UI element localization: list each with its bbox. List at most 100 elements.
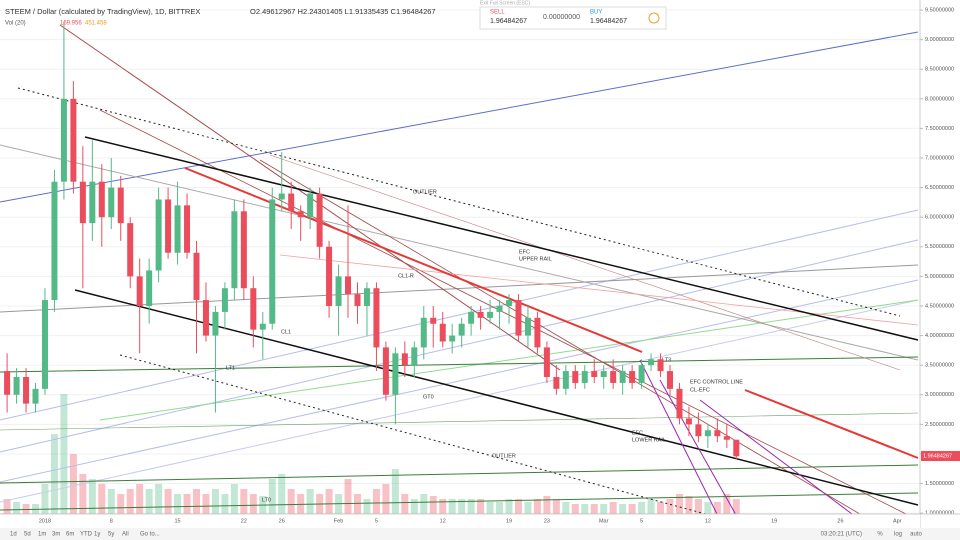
volume-bar [155, 484, 163, 514]
grid [0, 9, 920, 514]
y-tick-label: 8.00000000 [925, 96, 954, 102]
range-button[interactable]: YTD [80, 532, 93, 538]
candle-body [212, 311, 219, 336]
candle-body [354, 294, 361, 306]
candle-body [202, 300, 209, 336]
candle-body [98, 181, 105, 218]
annotation: EFC [632, 430, 643, 436]
candle-body [307, 193, 314, 218]
y-tick-label: 9.50000000 [925, 8, 954, 14]
volume-bar [174, 494, 182, 514]
range-button[interactable]: 1m [38, 532, 46, 538]
volume-bar [486, 502, 494, 514]
scale-option[interactable]: % [877, 532, 883, 538]
x-tick-label: Mar [599, 518, 609, 524]
range-button[interactable]: 6m [66, 532, 74, 538]
y-tick-label: 5.50000000 [925, 244, 954, 250]
candle-body [524, 317, 531, 336]
volume-readout: 451.458 [85, 21, 107, 27]
trend-line [0, 299, 919, 503]
volume-bar [41, 484, 49, 514]
volume-bar [410, 499, 418, 514]
candle-body [411, 347, 418, 366]
candle-body [458, 323, 465, 336]
trend-line [259, 159, 871, 521]
candle-body [572, 371, 579, 383]
volume-bar [306, 489, 314, 514]
volume-bar [628, 504, 636, 514]
candle-body [496, 305, 503, 312]
candle-body [193, 252, 200, 301]
horizontal-line [0, 464, 919, 484]
scale-option[interactable]: log [894, 532, 902, 538]
hint: Exit Full Screen (ESC) [480, 0, 530, 6]
y-tick-label: 2.50000000 [925, 422, 954, 428]
goto-button[interactable]: Go to... [140, 532, 160, 538]
range-button[interactable]: 1d [10, 532, 17, 538]
y-tick-label: 7.50000000 [925, 126, 954, 132]
candle-body [288, 193, 295, 212]
x-tick-label: 5 [640, 518, 643, 524]
range-button[interactable]: 5d [24, 532, 31, 538]
volume-bar [533, 499, 541, 514]
range-button[interactable]: All [122, 532, 129, 538]
candle-body [316, 193, 323, 247]
trend-line [0, 264, 919, 313]
candle-body [449, 335, 456, 342]
y-tick-label: 5.00000000 [925, 274, 954, 280]
price-axis [920, 0, 960, 528]
time-axis [0, 514, 920, 528]
scale-option[interactable]: auto [910, 532, 922, 538]
buy-price[interactable]: 1.96484267 [590, 18, 627, 25]
volume-bar [126, 489, 134, 514]
range-button[interactable]: 3m [52, 532, 60, 538]
trend-line [0, 239, 919, 453]
y-tick-label: 6.50000000 [925, 185, 954, 191]
control-line [744, 389, 919, 459]
candle-body [591, 371, 598, 377]
annotation: EFC CONTROL LINE [690, 379, 743, 385]
annotation: UPPER RAIL [519, 256, 552, 262]
candle-body [704, 430, 711, 437]
volume-bar [107, 489, 115, 514]
candle-body [515, 300, 522, 336]
candle-body [60, 98, 67, 182]
range-button[interactable]: 5y [108, 532, 114, 538]
candle-body [155, 199, 162, 271]
trend-line [699, 399, 861, 521]
buy-label[interactable]: BUY [590, 10, 602, 16]
volume-bar [145, 489, 153, 514]
volume-bar [514, 499, 522, 514]
sell-label[interactable]: SELL [490, 10, 505, 16]
trend-line [269, 154, 901, 371]
x-tick-label: 23 [544, 518, 550, 524]
volume-bar [88, 479, 96, 514]
candle-body [51, 181, 58, 301]
volume-bar [524, 502, 532, 514]
info-icon[interactable] [648, 12, 660, 24]
candle-body [41, 300, 48, 389]
volume-bar [202, 494, 210, 514]
volume-bar [694, 499, 702, 514]
volume-bar [704, 502, 712, 514]
toolbar [0, 528, 960, 540]
candle-body [32, 388, 39, 404]
volume-bar [69, 454, 77, 514]
candle-body [562, 371, 569, 389]
volume-label: Vol (20) [5, 21, 26, 27]
volume-bar [600, 504, 608, 514]
range-button[interactable]: 1y [94, 532, 100, 538]
sell-price[interactable]: 1.96484267 [490, 18, 527, 25]
candle-body [174, 205, 181, 253]
candle-body [278, 193, 285, 200]
volume-bar [363, 499, 371, 514]
spread: 0.00000000 [543, 14, 580, 21]
candle-body [629, 371, 636, 383]
volume-bar [268, 479, 276, 514]
candle-body [695, 424, 702, 437]
candle-body [269, 199, 276, 324]
trend-line [659, 379, 741, 523]
upper-rail [84, 136, 919, 341]
volume-bar [401, 494, 409, 514]
candle-body [543, 347, 550, 377]
